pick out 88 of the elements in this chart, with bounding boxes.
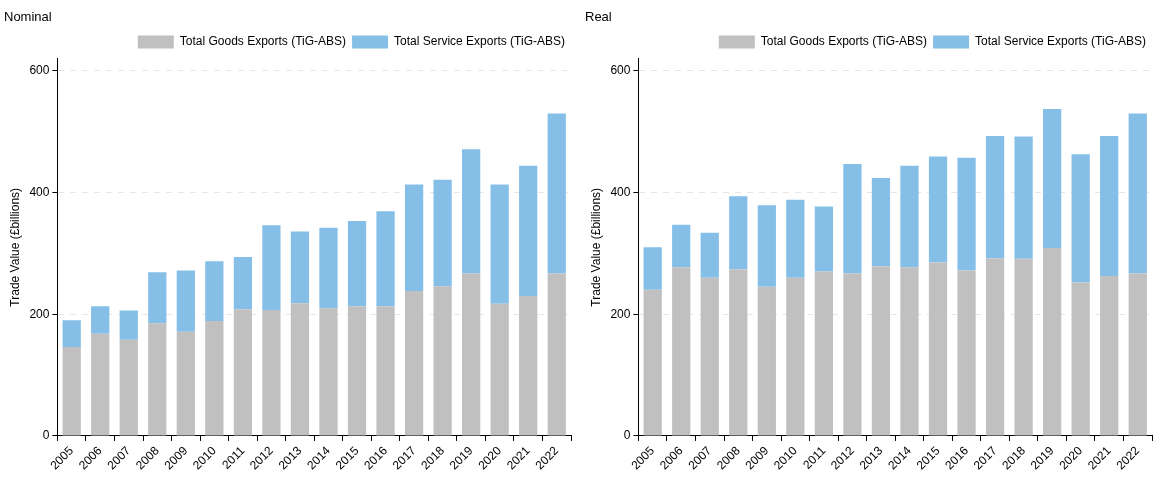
y-axis-title: Trade Value (£billions)	[588, 187, 603, 307]
legend-label: Total Goods Exports (TiG-ABS)	[179, 34, 347, 49]
bar	[957, 270, 976, 436]
bar	[176, 331, 195, 436]
bar	[900, 267, 919, 436]
bar	[519, 295, 538, 436]
bar	[757, 286, 776, 436]
bar	[319, 308, 338, 436]
bar	[957, 157, 976, 271]
bar	[433, 179, 452, 287]
bar	[462, 149, 481, 274]
bar	[148, 272, 167, 324]
bar	[700, 277, 719, 436]
bar	[547, 273, 566, 436]
bar	[319, 227, 338, 309]
bar	[376, 306, 395, 436]
bar	[1100, 275, 1119, 436]
bar	[519, 165, 538, 296]
bar	[843, 163, 862, 274]
bar	[672, 224, 691, 268]
bar	[262, 225, 281, 310]
bar	[91, 306, 110, 334]
y-tick-label: 200	[29, 306, 50, 321]
y-tick-label: 200	[610, 306, 631, 321]
y-tick-label: 400	[610, 184, 631, 199]
bar	[290, 303, 310, 436]
bar	[547, 113, 566, 274]
y-tick-label: 600	[29, 63, 50, 78]
bar	[786, 277, 805, 436]
bar	[814, 206, 834, 272]
bar	[786, 199, 805, 278]
chart-title: Real	[585, 9, 612, 25]
chart-title: Nominal	[4, 9, 52, 25]
bar	[1128, 113, 1147, 274]
bar	[462, 273, 481, 436]
bar	[404, 291, 424, 436]
bar	[871, 266, 891, 436]
bar	[490, 184, 509, 304]
bar	[91, 333, 110, 436]
bar	[1043, 247, 1062, 436]
bar	[843, 273, 862, 436]
bar	[290, 231, 310, 304]
legend-label: Total Service Exports (TiG-ABS)	[394, 34, 566, 49]
bar	[205, 261, 224, 321]
bar	[672, 267, 691, 436]
bar	[404, 184, 424, 292]
bar	[233, 257, 253, 310]
bar	[1014, 136, 1033, 259]
bar	[643, 289, 662, 436]
legend-label: Total Service Exports (TiG-ABS)	[975, 34, 1147, 49]
bar	[871, 177, 891, 267]
bar	[1100, 135, 1119, 276]
bar	[928, 156, 948, 263]
bar	[347, 221, 367, 307]
y-axis-title: Trade Value (£billions)	[7, 187, 22, 307]
bar	[119, 339, 138, 436]
bar	[205, 320, 224, 436]
bar	[376, 211, 395, 307]
y-tick-label: 0	[623, 428, 631, 443]
bar	[985, 258, 1005, 436]
bar	[233, 309, 253, 436]
bar	[1071, 154, 1090, 283]
bar	[62, 347, 81, 436]
bar	[433, 286, 452, 436]
bar	[1128, 273, 1147, 436]
y-tick-label: 400	[29, 184, 50, 199]
bar	[729, 196, 748, 270]
bar	[347, 306, 367, 436]
bar	[490, 303, 509, 436]
bar	[262, 309, 281, 436]
bar	[1043, 109, 1062, 248]
bar	[757, 205, 776, 287]
bar	[700, 232, 719, 278]
bar	[1014, 258, 1033, 436]
bar	[62, 320, 81, 348]
bar	[643, 247, 662, 290]
bar	[729, 269, 748, 436]
bar	[814, 271, 834, 436]
bar	[928, 262, 948, 436]
bar	[176, 270, 195, 332]
bar	[985, 135, 1005, 259]
bar	[148, 323, 167, 436]
bar	[900, 165, 919, 268]
legend-label: Total Goods Exports (TiG-ABS)	[760, 34, 928, 49]
bar	[119, 310, 138, 340]
y-tick-label: 600	[610, 63, 631, 78]
y-tick-label: 0	[42, 428, 50, 443]
bar	[1071, 282, 1090, 436]
